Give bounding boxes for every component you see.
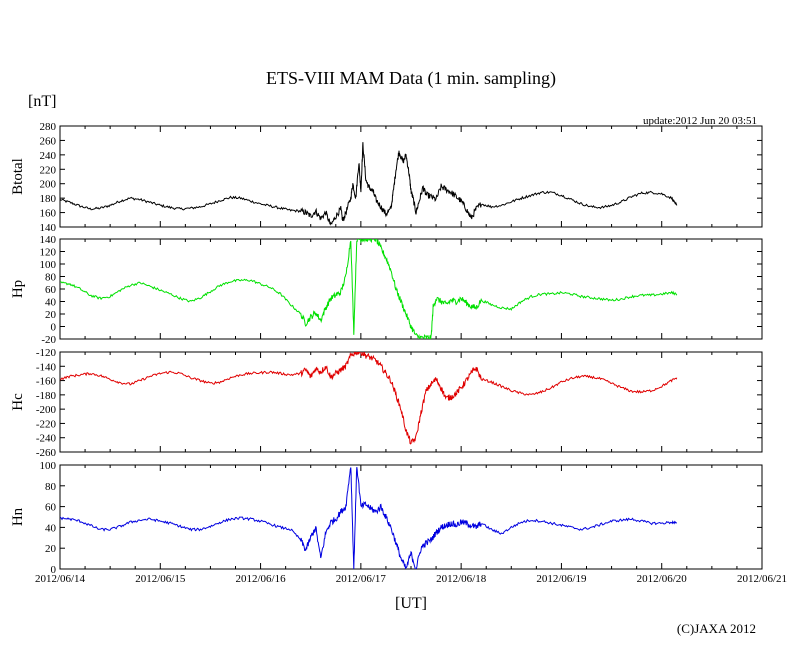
panels-layer: 140160180200220240260280Btotal-200204060…	[10, 121, 787, 585]
y-tick-label: 100	[40, 460, 57, 472]
y-tick-label: -220	[36, 418, 57, 430]
y-axis-label-btotal: Btotal	[10, 158, 26, 195]
panel-hc: -260 -240 -220 -200 -180 -160 -140 -120 Hc	[10, 347, 763, 459]
y-tick-label: 100	[40, 259, 57, 271]
chart-title: ETS-VIII MAM Data (1 min. sampling)	[266, 68, 556, 89]
y-tick-label: 0	[51, 322, 57, 334]
y-tick-label: 80	[45, 481, 57, 493]
y-tick-label: -160	[36, 376, 57, 388]
y-tick-label: -200	[36, 404, 57, 416]
y-tick-label: -120	[36, 347, 57, 359]
copyright-text: (C)JAXA 2012	[677, 621, 756, 636]
y-tick-label: 40	[45, 522, 57, 534]
x-tick-label: 2012/06/21	[737, 573, 787, 585]
unit-label: [nT]	[28, 93, 56, 110]
y-tick-label: 40	[45, 297, 57, 309]
x-tick-label: 2012/06/19	[536, 573, 587, 585]
panel-frame	[59, 351, 763, 453]
y-tick-label: 20	[45, 543, 57, 555]
series-line-hp	[60, 239, 678, 339]
y-tick-label: 20	[45, 309, 57, 321]
y-axis-label-hp: Hp	[10, 280, 26, 298]
y-axis-label-hc: Hc	[10, 393, 26, 411]
update-label: update:2012 Jun 20 03:51	[643, 115, 757, 127]
panel-hn: 0 20 40 60 80 100 Hn	[10, 460, 763, 576]
x-tick-label: 2012/06/15	[135, 573, 186, 585]
x-tick-label: 2012/06/18	[436, 573, 487, 585]
y-tick-label: 220	[40, 164, 57, 176]
series-line-hn	[60, 467, 678, 569]
x-tick-label: 2012/06/17	[336, 573, 387, 585]
y-tick-label: 280	[40, 121, 57, 133]
panel-btotal: 140 160 180 200 220 240 260 280 Btotal	[10, 121, 763, 234]
x-tick-label: 2012/06/14	[35, 573, 86, 585]
y-tick-label: 140	[40, 222, 57, 234]
y-tick-label: 60	[45, 284, 57, 296]
y-tick-label: -240	[36, 433, 57, 445]
y-tick-label: 0	[51, 564, 57, 576]
y-tick-label: 80	[45, 272, 57, 284]
panel-frame	[59, 238, 763, 340]
y-tick-label: 120	[40, 247, 57, 259]
y-axis-label-hn: Hn	[10, 507, 26, 526]
y-tick-label: 200	[40, 179, 57, 191]
y-tick-label: 160	[40, 208, 57, 220]
panel-frame	[59, 125, 763, 228]
y-tick-label: -140	[36, 361, 57, 373]
x-tick-label: 2012/06/16	[236, 573, 287, 585]
y-tick-label: 260	[40, 135, 57, 147]
y-tick-label: -260	[36, 447, 57, 459]
y-tick-label: 240	[40, 150, 57, 162]
y-tick-label: 60	[45, 502, 57, 514]
series-line-btotal	[60, 142, 678, 226]
y-tick-label: 140	[40, 234, 57, 246]
x-tick-label: 2012/06/20	[637, 573, 688, 585]
y-tick-label: -180	[36, 390, 57, 402]
x-axis-label: [UT]	[395, 595, 427, 612]
y-tick-label: -20	[41, 334, 56, 346]
series-line-hc	[60, 352, 678, 445]
y-tick-label: 180	[40, 193, 57, 205]
